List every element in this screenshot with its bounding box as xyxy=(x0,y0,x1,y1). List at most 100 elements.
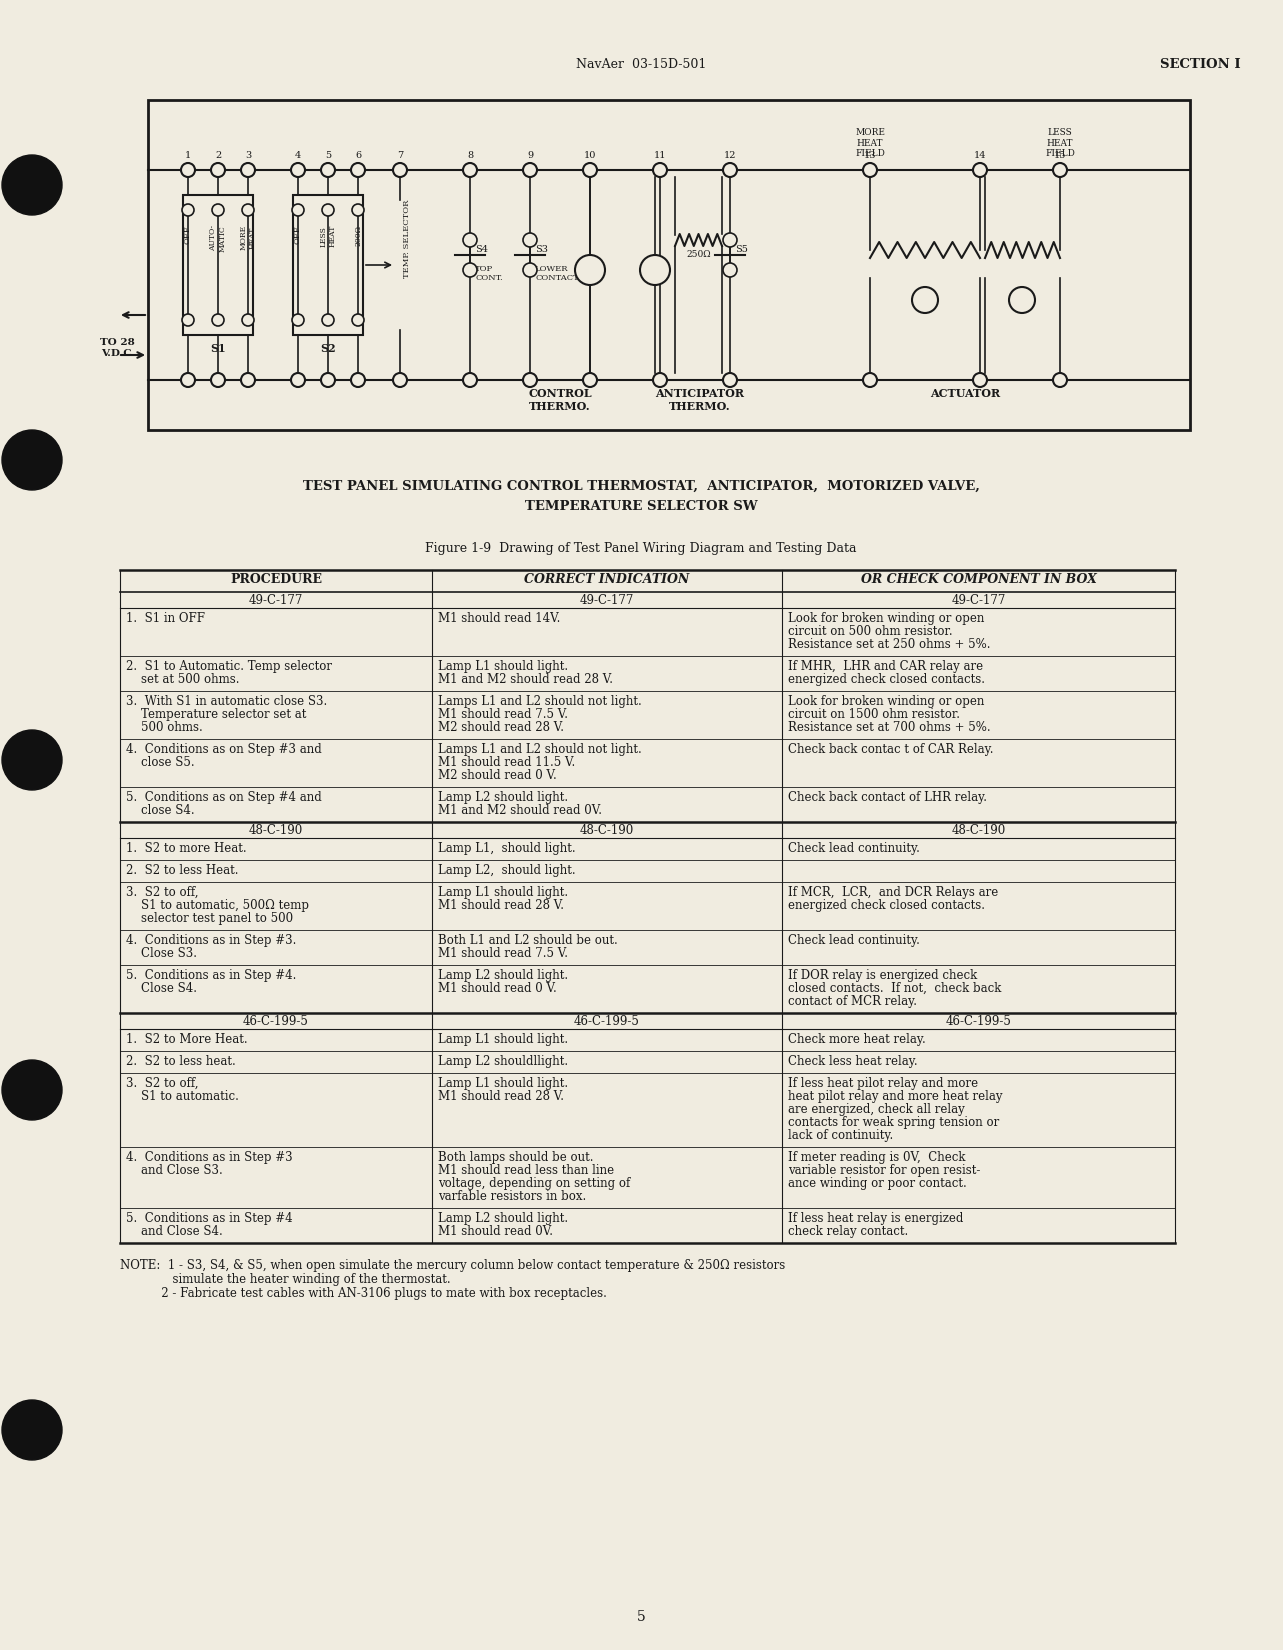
Text: and Close S4.: and Close S4. xyxy=(126,1224,223,1238)
Text: 4.  Conditions as in Step #3: 4. Conditions as in Step #3 xyxy=(126,1152,293,1163)
Text: 4.  Conditions as on Step #3 and: 4. Conditions as on Step #3 and xyxy=(126,742,322,756)
Text: lack of continuity.: lack of continuity. xyxy=(788,1129,893,1142)
Circle shape xyxy=(724,373,736,388)
Text: 200Ω: 200Ω xyxy=(354,224,362,246)
Circle shape xyxy=(352,205,364,216)
Circle shape xyxy=(463,233,477,248)
Text: If less heat relay is energized: If less heat relay is energized xyxy=(788,1213,964,1224)
Circle shape xyxy=(352,163,364,177)
Bar xyxy=(183,195,253,335)
Circle shape xyxy=(863,373,878,388)
Circle shape xyxy=(3,1399,62,1460)
Circle shape xyxy=(321,373,335,388)
Bar xyxy=(148,101,1191,431)
Circle shape xyxy=(582,373,597,388)
Text: If MHR,  LHR and CAR relay are: If MHR, LHR and CAR relay are xyxy=(788,660,983,673)
Text: selector test panel to 500: selector test panel to 500 xyxy=(126,912,293,926)
Text: 2.  S1 to Automatic. Temp selector: 2. S1 to Automatic. Temp selector xyxy=(126,660,332,673)
Text: and Close S3.: and Close S3. xyxy=(126,1163,223,1176)
Text: S3: S3 xyxy=(535,246,548,254)
Text: M1 should read less than line: M1 should read less than line xyxy=(438,1163,615,1176)
Text: variable resistor for open resist-: variable resistor for open resist- xyxy=(788,1163,980,1176)
Text: 6: 6 xyxy=(355,152,361,160)
Text: close S4.: close S4. xyxy=(126,804,195,817)
Circle shape xyxy=(640,256,670,285)
Text: M1 should read 7.5 V.: M1 should read 7.5 V. xyxy=(438,947,568,960)
Circle shape xyxy=(182,314,194,327)
Circle shape xyxy=(1053,163,1067,177)
Text: Check lead continuity.: Check lead continuity. xyxy=(788,934,920,947)
Text: Check less heat relay.: Check less heat relay. xyxy=(788,1054,917,1068)
Text: CONTROL
THERMO.: CONTROL THERMO. xyxy=(529,388,591,412)
Text: Check lead continuity.: Check lead continuity. xyxy=(788,842,920,855)
Circle shape xyxy=(912,287,938,314)
Text: S2: S2 xyxy=(321,343,336,355)
Text: Lamp L2,  should light.: Lamp L2, should light. xyxy=(438,865,576,878)
Text: Check more heat relay.: Check more heat relay. xyxy=(788,1033,926,1046)
Text: Lamp L1 should light.: Lamp L1 should light. xyxy=(438,660,568,673)
Text: 2: 2 xyxy=(214,152,221,160)
Circle shape xyxy=(523,373,538,388)
Text: 46-C-199-5: 46-C-199-5 xyxy=(574,1015,640,1028)
Circle shape xyxy=(210,163,225,177)
Text: 11: 11 xyxy=(654,152,666,160)
Circle shape xyxy=(322,314,334,327)
Text: 1: 1 xyxy=(185,152,191,160)
Text: 2.  S2 to less Heat.: 2. S2 to less Heat. xyxy=(126,865,239,878)
Text: Lamp L2 shouldllight.: Lamp L2 shouldllight. xyxy=(438,1054,568,1068)
Text: M₂: M₂ xyxy=(648,266,662,274)
Text: Figure 1-9  Drawing of Test Panel Wiring Diagram and Testing Data: Figure 1-9 Drawing of Test Panel Wiring … xyxy=(425,541,857,554)
Circle shape xyxy=(724,233,736,248)
Circle shape xyxy=(241,373,255,388)
Circle shape xyxy=(724,262,736,277)
Text: circuit on 500 ohm resistor.: circuit on 500 ohm resistor. xyxy=(788,625,952,639)
Text: LESS
HEAT
FIELD: LESS HEAT FIELD xyxy=(1046,129,1075,158)
Text: Check back contact of LHR relay.: Check back contact of LHR relay. xyxy=(788,790,987,804)
Text: Resistance set at 250 ohms + 5%.: Resistance set at 250 ohms + 5%. xyxy=(788,639,990,652)
Text: 48-C-190: 48-C-190 xyxy=(580,823,634,837)
Bar xyxy=(293,195,363,335)
Text: M1 should read 0V.: M1 should read 0V. xyxy=(438,1224,553,1238)
Text: S1 to automatic.: S1 to automatic. xyxy=(126,1091,239,1102)
Text: 5.  Conditions as in Step #4.: 5. Conditions as in Step #4. xyxy=(126,969,296,982)
Text: 9: 9 xyxy=(527,152,532,160)
Circle shape xyxy=(653,373,667,388)
Text: 3.  With S1 in automatic close S3.: 3. With S1 in automatic close S3. xyxy=(126,695,327,708)
Circle shape xyxy=(393,163,407,177)
Circle shape xyxy=(393,373,407,388)
Circle shape xyxy=(210,373,225,388)
Text: 49-C-177: 49-C-177 xyxy=(580,594,634,607)
Text: ance winding or poor contact.: ance winding or poor contact. xyxy=(788,1176,967,1190)
Text: M1 should read 14V.: M1 should read 14V. xyxy=(438,612,561,625)
Circle shape xyxy=(724,163,736,177)
Text: M2 should read 28 V.: M2 should read 28 V. xyxy=(438,721,565,734)
Circle shape xyxy=(241,163,255,177)
Text: M1 should read 0 V.: M1 should read 0 V. xyxy=(438,982,557,995)
Text: Lamp L1 should light.: Lamp L1 should light. xyxy=(438,1077,568,1091)
Text: Lamps L1 and L2 should not light.: Lamps L1 and L2 should not light. xyxy=(438,695,642,708)
Text: 15: 15 xyxy=(1053,152,1066,160)
Circle shape xyxy=(352,314,364,327)
Text: SECTION I: SECTION I xyxy=(1160,58,1241,71)
Circle shape xyxy=(242,205,254,216)
Text: Lamp L2 should light.: Lamp L2 should light. xyxy=(438,790,568,804)
Text: Both lamps should be out.: Both lamps should be out. xyxy=(438,1152,594,1163)
Circle shape xyxy=(3,431,62,490)
Circle shape xyxy=(523,262,538,277)
Text: NOTE:  1 - S3, S4, & S5, when open simulate the mercury column below contact tem: NOTE: 1 - S3, S4, & S5, when open simula… xyxy=(121,1259,785,1272)
Text: L₁: L₁ xyxy=(920,295,930,305)
Text: 46-C-199-5: 46-C-199-5 xyxy=(242,1015,309,1028)
Circle shape xyxy=(322,205,334,216)
Circle shape xyxy=(582,163,597,177)
Circle shape xyxy=(212,205,225,216)
Circle shape xyxy=(181,373,195,388)
Text: Lamp L1 should light.: Lamp L1 should light. xyxy=(438,1033,568,1046)
Text: set at 500 ohms.: set at 500 ohms. xyxy=(126,673,240,686)
Text: Lamps L1 and L2 should not light.: Lamps L1 and L2 should not light. xyxy=(438,742,642,756)
Text: 5: 5 xyxy=(636,1610,645,1624)
Circle shape xyxy=(293,314,304,327)
Text: energized check closed contacts.: energized check closed contacts. xyxy=(788,673,985,686)
Text: Resistance set at 700 ohms + 5%.: Resistance set at 700 ohms + 5%. xyxy=(788,721,990,734)
Text: check relay contact.: check relay contact. xyxy=(788,1224,908,1238)
Text: S4: S4 xyxy=(475,246,488,254)
